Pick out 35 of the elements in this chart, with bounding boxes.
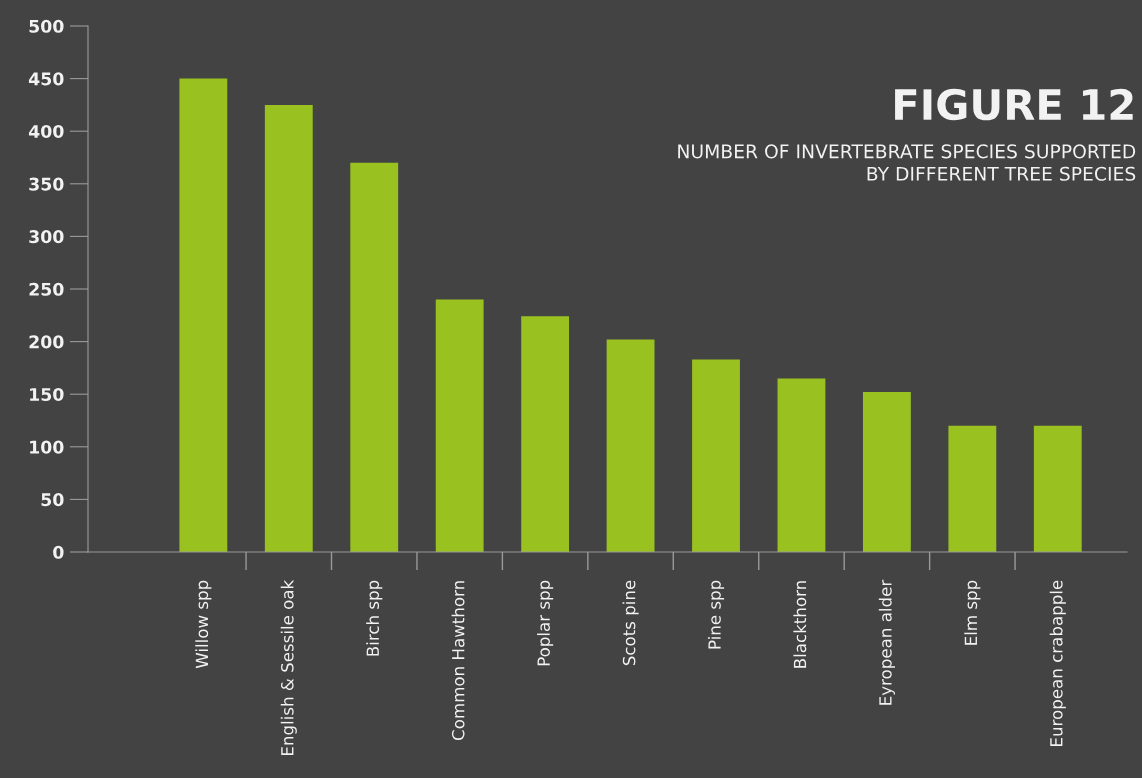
y-tick-label: 250 <box>29 282 64 296</box>
bar <box>179 78 228 552</box>
x-tick-label: Pine spp <box>707 580 725 649</box>
y-tick-label: 400 <box>28 124 64 139</box>
bar <box>435 299 484 552</box>
x-tick-label: Willow spp <box>195 580 212 669</box>
x-tick-label: Common Hawthorn <box>451 581 465 740</box>
x-tick-label: Birch spp <box>366 580 383 656</box>
bar <box>1033 425 1082 552</box>
x-tick-label: Scots pine <box>622 580 639 666</box>
x-tick-label: English & Sessile oak <box>280 579 297 755</box>
bar <box>777 378 826 552</box>
text: NUMBER OF INVERTEBRATE SPECIES SUPPORTED BY DIFFERENT TREE SPECIES <box>678 144 1136 181</box>
bar <box>692 359 740 552</box>
y-tick-label: 150 <box>30 387 64 402</box>
x-tick-label: Blackthorn <box>793 581 807 668</box>
bar <box>948 425 997 552</box>
bar <box>521 316 570 552</box>
y-tick-label: 500 <box>29 19 64 33</box>
y-tick-label: 100 <box>30 440 64 454</box>
bar <box>606 339 655 552</box>
y-tick-label: 350 <box>29 177 64 191</box>
y-tick-label: 200 <box>29 335 64 349</box>
y-tick-label: 450 <box>28 72 64 86</box>
bar <box>350 162 399 552</box>
y-tick-label: 0 <box>53 545 64 559</box>
x-tick-label: European crabapple <box>1049 580 1066 746</box>
bar <box>862 392 911 552</box>
x-tick-label: Elm spp <box>964 580 981 645</box>
x-tick-label: Poplar spp <box>537 580 554 666</box>
y-tick-label: 300 <box>29 230 64 244</box>
text: FIGURE 12 <box>895 88 1133 121</box>
bar <box>264 104 313 552</box>
x-tick-label: Eyropean alder <box>878 579 895 705</box>
y-tick-label: 50 <box>41 493 64 507</box>
